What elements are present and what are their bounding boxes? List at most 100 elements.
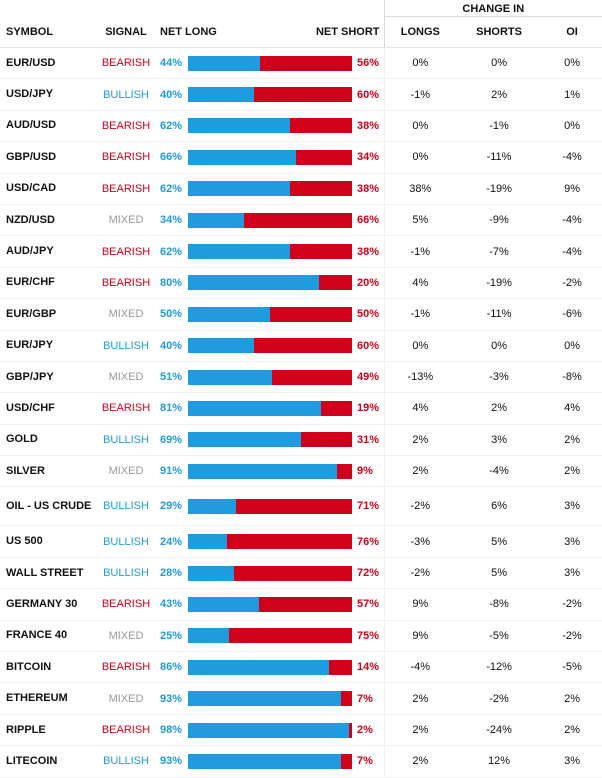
- longs-change: 0%: [383, 47, 457, 80]
- oi-change: 3%: [542, 745, 602, 778]
- symbol-cell[interactable]: GBP/USD: [0, 141, 92, 174]
- table-row[interactable]: AUD/USD BEARISH 62% 38% 0% -1% 0%: [0, 110, 602, 143]
- shorts-change: -19%: [456, 173, 543, 205]
- table-row[interactable]: EUR/CHF BEARISH 80% 20% 4% -19% -2%: [0, 267, 602, 300]
- table-row[interactable]: GBP/JPY MIXED 51% 49% -13% -3% -8%: [0, 361, 602, 394]
- sentiment-bar-cell: [188, 392, 354, 425]
- table-row[interactable]: BITCOIN BEARISH 86% 14% -4% -12% -5%: [0, 651, 602, 684]
- symbol-cell[interactable]: EUR/GBP: [0, 298, 92, 331]
- longs-change: 2%: [383, 455, 457, 488]
- sentiment-bar: [188, 244, 352, 260]
- shorts-change: 5%: [456, 525, 543, 558]
- symbol-cell[interactable]: RIPPLE: [0, 714, 92, 747]
- net-long-value: 93%: [160, 682, 188, 715]
- symbol-cell[interactable]: AUD/JPY: [0, 235, 92, 268]
- net-long-value: 62%: [160, 235, 188, 268]
- table-row[interactable]: EUR/USD BEARISH 44% 56% 0% 0% 0%: [0, 47, 602, 80]
- sentiment-bar-cell: [188, 588, 354, 621]
- table-row[interactable]: FRANCE 40 MIXED 25% 75% 9% -5% -2%: [0, 620, 602, 653]
- net-long-value: 81%: [160, 392, 188, 425]
- table-row[interactable]: GERMANY 30 BEARISH 43% 57% 9% -8% -2%: [0, 588, 602, 621]
- longs-header[interactable]: LONGS: [383, 16, 457, 48]
- table-row[interactable]: SILVER MIXED 91% 9% 2% -4% 2%: [0, 455, 602, 488]
- longs-change: 2%: [383, 682, 457, 715]
- net-long-value: 40%: [160, 78, 188, 111]
- signal-cell: MIXED: [92, 455, 160, 488]
- net-short-value: 14%: [354, 651, 385, 684]
- net-long-header[interactable]: NET LONG: [160, 16, 354, 48]
- sentiment-bar-cell: [188, 486, 354, 527]
- sentiment-bar: [188, 338, 352, 354]
- shorts-header[interactable]: SHORTS: [456, 16, 543, 48]
- oi-change: -5%: [542, 651, 602, 684]
- symbol-cell[interactable]: US 500: [0, 525, 92, 558]
- sentiment-bar-cell: [188, 424, 354, 457]
- signal-cell: BEARISH: [92, 267, 160, 300]
- table-row[interactable]: USD/CHF BEARISH 81% 19% 4% 2% 4%: [0, 392, 602, 425]
- table-row[interactable]: EUR/GBP MIXED 50% 50% -1% -11% -6%: [0, 298, 602, 331]
- longs-change: -3%: [383, 525, 457, 558]
- net-long-bar: [188, 181, 290, 197]
- symbol-header[interactable]: SYMBOL: [0, 16, 92, 48]
- header-group-row: CHANGE IN: [0, 0, 602, 17]
- symbol-cell[interactable]: LITECOIN: [0, 745, 92, 778]
- net-short-value: 60%: [354, 330, 385, 362]
- signal-cell: BEARISH: [92, 141, 160, 174]
- table-row[interactable]: EUR/JPY BULLISH 40% 60% 0% 0% 0%: [0, 330, 602, 362]
- signal-cell: BULLISH: [92, 557, 160, 590]
- longs-change: -2%: [383, 557, 457, 590]
- net-long-value: 34%: [160, 204, 188, 237]
- net-long-bar: [188, 244, 290, 260]
- net-short-header[interactable]: NET SHORT: [316, 16, 385, 48]
- table-row[interactable]: GBP/USD BEARISH 66% 34% 0% -11% -4%: [0, 141, 602, 174]
- signal-header[interactable]: SIGNAL: [92, 16, 160, 48]
- symbol-cell[interactable]: SILVER: [0, 455, 92, 488]
- table-row[interactable]: US 500 BULLISH 24% 76% -3% 5% 3%: [0, 525, 602, 558]
- table-row[interactable]: USD/JPY BULLISH 40% 60% -1% 2% 1%: [0, 78, 602, 111]
- oi-change: -4%: [542, 204, 602, 237]
- net-long-bar: [188, 118, 290, 134]
- shorts-change: -24%: [456, 714, 543, 747]
- table-row[interactable]: RIPPLE BEARISH 98% 2% 2% -24% 2%: [0, 714, 602, 747]
- table-row[interactable]: AUD/JPY BEARISH 62% 38% -1% -7% -4%: [0, 235, 602, 268]
- symbol-cell[interactable]: BITCOIN: [0, 651, 92, 684]
- signal-cell: BULLISH: [92, 525, 160, 558]
- oi-header[interactable]: OI: [542, 16, 602, 48]
- symbol-cell[interactable]: EUR/USD: [0, 47, 92, 80]
- net-short-value: 50%: [354, 298, 385, 331]
- net-short-value: 20%: [354, 267, 385, 300]
- symbol-cell[interactable]: AUD/USD: [0, 110, 92, 143]
- symbol-cell[interactable]: ETHEREUM: [0, 682, 92, 715]
- net-short-bar: [296, 149, 352, 165]
- table-row[interactable]: NZD/USD MIXED 34% 66% 5% -9% -4%: [0, 204, 602, 237]
- symbol-cell[interactable]: GOLD: [0, 424, 92, 457]
- sentiment-bar: [188, 87, 352, 103]
- table-row[interactable]: ETHEREUM MIXED 93% 7% 2% -2% 2%: [0, 682, 602, 715]
- table-row[interactable]: GOLD BULLISH 69% 31% 2% 3% 2%: [0, 424, 602, 457]
- symbol-cell[interactable]: OIL - US CRUDE: [0, 486, 92, 527]
- symbol-cell[interactable]: EUR/JPY: [0, 330, 92, 362]
- symbol-cell[interactable]: WALL STREET: [0, 557, 92, 590]
- symbol-cell[interactable]: USD/JPY: [0, 78, 92, 111]
- symbol-cell[interactable]: FRANCE 40: [0, 620, 92, 653]
- net-short-bar: [270, 306, 352, 322]
- oi-change: -2%: [542, 267, 602, 300]
- net-long-value: 91%: [160, 455, 188, 488]
- table-row[interactable]: WALL STREET BULLISH 28% 72% -2% 5% 3%: [0, 557, 602, 590]
- table-row[interactable]: LITECOIN BULLISH 93% 7% 2% 12% 3%: [0, 745, 602, 778]
- symbol-cell[interactable]: USD/CHF: [0, 392, 92, 425]
- table-row[interactable]: OIL - US CRUDE BULLISH 29% 71% -2% 6% 3%: [0, 486, 602, 527]
- symbol-cell[interactable]: EUR/CHF: [0, 267, 92, 300]
- net-short-value: 71%: [354, 486, 385, 527]
- shorts-change: -9%: [456, 204, 543, 237]
- net-short-value: 7%: [354, 745, 385, 778]
- symbol-cell[interactable]: USD/CAD: [0, 173, 92, 205]
- net-short-value: 57%: [354, 588, 385, 621]
- table-row[interactable]: USD/CAD BEARISH 62% 38% 38% -19% 9%: [0, 173, 602, 205]
- symbol-cell[interactable]: GBP/JPY: [0, 361, 92, 394]
- symbol-cell[interactable]: GERMANY 30: [0, 588, 92, 621]
- net-short-value: 60%: [354, 78, 385, 111]
- net-long-bar: [188, 306, 270, 322]
- shorts-change: -4%: [456, 455, 543, 488]
- symbol-cell[interactable]: NZD/USD: [0, 204, 92, 237]
